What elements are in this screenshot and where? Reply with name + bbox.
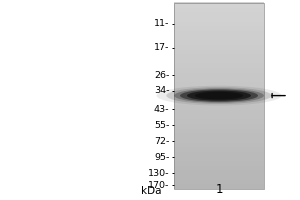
Bar bbox=[174, 35, 264, 40]
Bar bbox=[174, 68, 264, 73]
Text: 1: 1 bbox=[215, 183, 223, 196]
Text: 26-: 26- bbox=[154, 71, 170, 79]
Bar bbox=[174, 105, 264, 110]
Bar bbox=[174, 49, 264, 54]
Bar bbox=[174, 72, 264, 77]
Ellipse shape bbox=[187, 91, 251, 101]
Bar bbox=[174, 77, 264, 82]
Bar bbox=[174, 137, 264, 142]
Bar bbox=[174, 91, 264, 96]
Bar bbox=[174, 151, 264, 156]
Bar bbox=[174, 54, 264, 59]
Bar bbox=[174, 44, 264, 49]
Bar bbox=[174, 128, 264, 133]
Bar bbox=[174, 7, 264, 12]
Text: 17-: 17- bbox=[154, 44, 170, 52]
Bar bbox=[174, 119, 264, 124]
Bar bbox=[174, 2, 264, 8]
Bar bbox=[174, 170, 264, 175]
Bar bbox=[174, 40, 264, 45]
Text: 170-: 170- bbox=[148, 180, 169, 190]
Bar bbox=[174, 26, 264, 31]
Bar bbox=[174, 58, 264, 63]
Text: kDa: kDa bbox=[142, 186, 162, 196]
Text: 34-: 34- bbox=[154, 86, 170, 95]
Bar bbox=[174, 184, 264, 189]
Bar bbox=[174, 123, 264, 129]
Bar bbox=[174, 12, 264, 17]
Text: 43-: 43- bbox=[154, 104, 170, 114]
Bar bbox=[174, 165, 264, 170]
Text: 72-: 72- bbox=[154, 136, 170, 146]
Bar bbox=[174, 100, 264, 105]
Bar bbox=[174, 30, 264, 36]
Bar bbox=[174, 3, 264, 189]
Bar bbox=[174, 160, 264, 166]
Text: 55-: 55- bbox=[154, 120, 170, 130]
Bar bbox=[174, 179, 264, 184]
Ellipse shape bbox=[180, 89, 258, 102]
Bar bbox=[174, 109, 264, 115]
Bar bbox=[174, 147, 264, 152]
Bar bbox=[174, 16, 264, 22]
Bar bbox=[174, 63, 264, 68]
Bar bbox=[174, 21, 264, 26]
Text: 11-: 11- bbox=[154, 20, 170, 28]
Ellipse shape bbox=[157, 86, 281, 106]
Bar bbox=[174, 81, 264, 87]
Ellipse shape bbox=[166, 87, 272, 104]
Ellipse shape bbox=[174, 88, 264, 103]
Text: 130-: 130- bbox=[148, 168, 170, 178]
Bar bbox=[174, 133, 264, 138]
Ellipse shape bbox=[195, 92, 243, 99]
Bar bbox=[174, 174, 264, 180]
Text: 95-: 95- bbox=[154, 152, 170, 162]
Bar bbox=[174, 114, 264, 119]
Bar bbox=[174, 142, 264, 147]
Bar bbox=[174, 95, 264, 101]
Bar bbox=[174, 156, 264, 161]
Bar bbox=[174, 86, 264, 91]
